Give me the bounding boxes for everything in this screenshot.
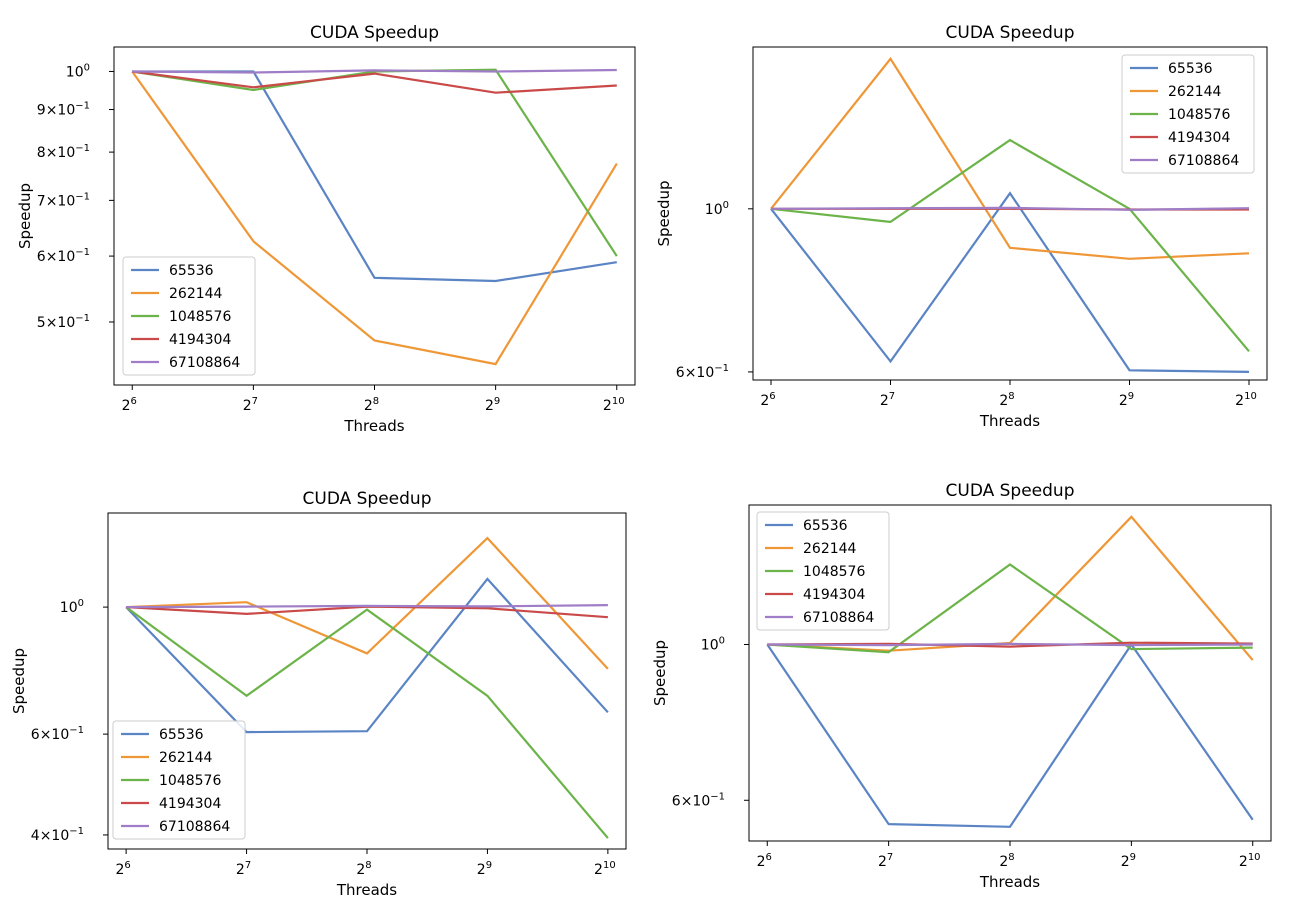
series-line-65536: [770, 191, 1250, 373]
legend-label: 262144: [803, 541, 857, 557]
x-axis-label: Threads: [336, 881, 397, 899]
legend-label: 65536: [159, 727, 204, 743]
series-line-262144: [131, 70, 618, 366]
plot-frame: [748, 504, 1272, 842]
x-tick-label: 210: [594, 860, 616, 878]
y-tick-label: 7×10−1: [37, 191, 90, 209]
y-tick-label: 6×10−1: [672, 791, 725, 809]
x-tick-label: 28: [364, 396, 379, 414]
x-tick-label: 28: [999, 852, 1014, 870]
series-line-1048576: [132, 68, 618, 257]
y-tick-label: 100: [66, 62, 90, 80]
series-line-4194304: [126, 605, 608, 619]
legend-label: 1048576: [169, 309, 231, 325]
x-tick-label: 29: [1119, 391, 1134, 409]
legend-label: 262144: [159, 750, 213, 766]
series-line-65536: [125, 577, 609, 734]
plot-frame: [752, 46, 1268, 381]
legend-label: 67108864: [803, 610, 874, 626]
series-line-65536: [766, 642, 1254, 828]
y-axis-label: Speedup: [16, 183, 34, 249]
legend-label: 1048576: [803, 564, 865, 580]
legend-label: 67108864: [159, 819, 230, 835]
chart-1: CUDA Speedup 26 27 28 29 210 Threads 100 9×10−1 8…: [16, 23, 636, 435]
legend-label: 1048576: [159, 773, 221, 789]
legend-label: 4194304: [803, 587, 865, 603]
plot-frame: [113, 46, 636, 386]
x-tick-label: 27: [878, 852, 893, 870]
legend-label: 4194304: [1168, 130, 1230, 146]
y-tick-label: 100: [701, 635, 725, 653]
y-tick-label: 100: [60, 598, 84, 616]
x-tick-label: 27: [243, 396, 258, 414]
legend-label: 67108864: [169, 355, 240, 371]
y-axis-label: Speedup: [651, 640, 669, 706]
legend-label: 262144: [1168, 84, 1222, 100]
x-tick-label: 27: [236, 860, 251, 878]
series-line-1048576: [770, 138, 1250, 353]
x-axis-label: Threads: [979, 412, 1040, 430]
x-tick-label: 26: [760, 391, 775, 409]
x-tick-label: 210: [603, 396, 625, 414]
series-line-65536: [132, 70, 617, 283]
x-tick-label: 29: [477, 860, 492, 878]
legend-label: 262144: [169, 286, 223, 302]
legend-label: 65536: [803, 518, 848, 534]
y-tick-label: 8×10−1: [37, 143, 90, 161]
x-axis-label: Threads: [979, 873, 1040, 891]
chart-3: CUDA Speedup 26 27 28 29 210 Threads 100 6×10−1 4…: [10, 489, 627, 899]
series-line-67108864: [770, 206, 1250, 211]
x-tick-label: 27: [880, 391, 895, 409]
series-line-67108864: [132, 68, 617, 74]
chart-title: CUDA Speedup: [303, 489, 432, 509]
series-line-4194304: [132, 70, 617, 94]
y-axis-label: Speedup: [655, 180, 673, 246]
x-tick-label: 26: [122, 396, 137, 414]
legend-box: [112, 720, 246, 840]
x-tick-label: 29: [1121, 852, 1136, 870]
legend-box: [756, 511, 890, 631]
y-tick-label: 5×10−1: [37, 313, 90, 331]
legend-label: 67108864: [1168, 153, 1239, 169]
chart-title: CUDA Speedup: [946, 481, 1075, 501]
y-tick-label: 4×10−1: [31, 826, 84, 844]
y-axis-label: Speedup: [10, 648, 28, 714]
y-tick-label: 6×10−1: [37, 247, 90, 265]
legend-label: 1048576: [1168, 107, 1230, 123]
legend-label: 4194304: [169, 332, 231, 348]
chart-2: CUDA Speedup 26 27 28 29 210 Threads 100 6×10−1 S…: [655, 23, 1268, 430]
series-line-67108864: [767, 642, 1253, 647]
series-line-67108864: [126, 604, 608, 609]
legend-box: [122, 256, 256, 376]
x-tick-label: 29: [485, 396, 500, 414]
x-tick-label: 26: [757, 852, 772, 870]
chart-title: CUDA Speedup: [946, 23, 1075, 43]
legend: 65536 262144 1048576 4194304 67108864: [1121, 54, 1255, 174]
y-tick-label: 9×10−1: [37, 101, 90, 119]
legend-box: [1121, 54, 1255, 174]
legend: 65536 262144 1048576 4194304 67108864: [122, 256, 256, 376]
x-tick-label: 26: [115, 860, 130, 878]
chart-4: CUDA Speedup 26 27 28 29 210 Threads 100 6×10−1 S…: [651, 481, 1272, 891]
chart-title: CUDA Speedup: [310, 23, 439, 43]
series-line-1048576: [125, 606, 609, 839]
series-line-262144: [126, 536, 609, 670]
series-line-1048576: [767, 563, 1253, 654]
y-tick-label: 6×10−1: [31, 725, 84, 743]
x-tick-label: 28: [356, 860, 371, 878]
y-tick-label: 100: [705, 200, 729, 218]
legend-label: 65536: [1168, 61, 1213, 77]
plot-frame: [107, 512, 627, 850]
x-axis-label: Threads: [343, 417, 404, 435]
legend: 65536 262144 1048576 4194304 67108864: [756, 511, 890, 631]
x-tick-label: 210: [1235, 391, 1257, 409]
x-tick-label: 210: [1239, 852, 1261, 870]
legend-label: 65536: [169, 263, 214, 279]
x-tick-label: 28: [999, 391, 1014, 409]
legend: 65536 262144 1048576 4194304 67108864: [112, 720, 246, 840]
legend-label: 4194304: [159, 796, 221, 812]
y-tick-label: 6×10−1: [676, 363, 729, 381]
